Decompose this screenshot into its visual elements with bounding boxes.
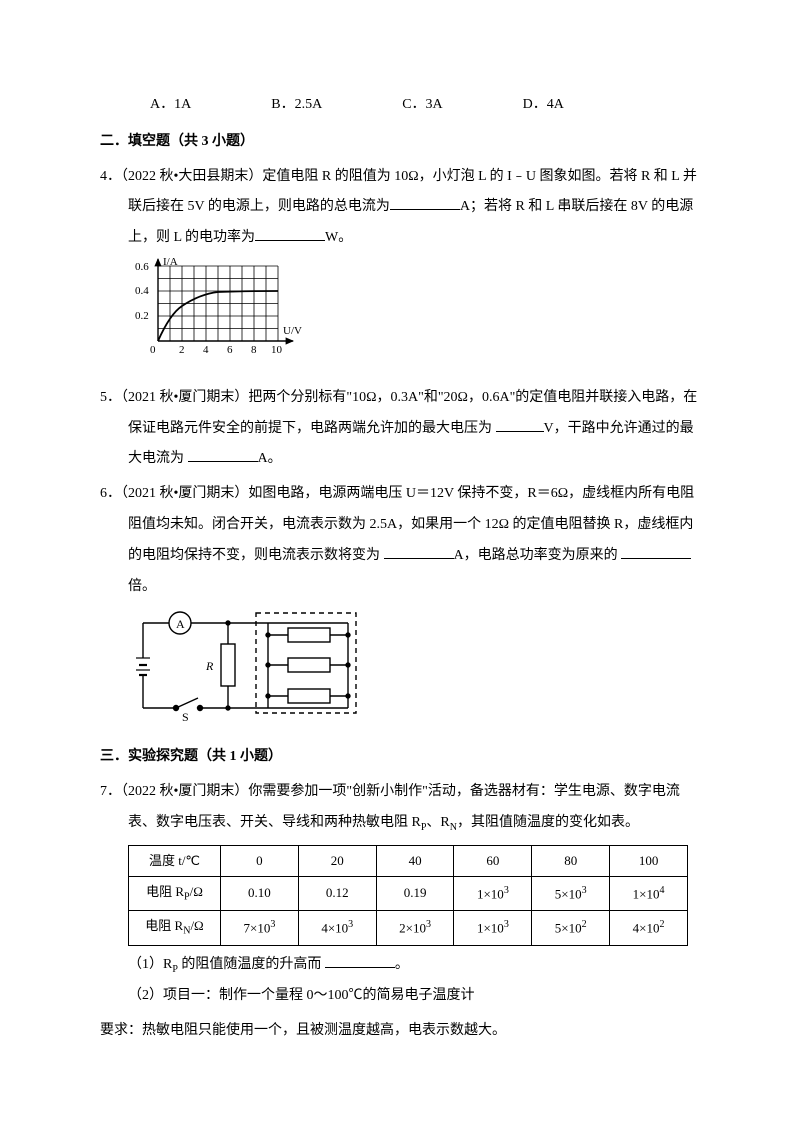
q7-sub-n1: N	[450, 822, 457, 833]
q4-ytick-0: 0.2	[135, 310, 149, 322]
q7-req-text: 要求：热敏电阻只能使用一个，且被测温度越高，电表示数越大。	[100, 1016, 699, 1047]
q6-blank-2	[621, 545, 691, 559]
section3-title: 三．实验探究题（共 1 小题）	[100, 742, 699, 773]
question-5: 5．（2021 秋•厦门期末）把两个分别标有"10Ω，0.3A"和"20Ω，0.…	[100, 383, 699, 475]
question-4: 4．（2022 秋•大田县期末）定值电阻 R 的阻值为 10Ω，小灯泡 L 的 …	[100, 162, 699, 254]
rn-label: 电阻 RN/Ω	[129, 911, 221, 946]
rn-1: 4×103	[298, 911, 376, 946]
rn-3: 1×103	[454, 911, 532, 946]
th-temp: 温度 t/℃	[129, 845, 221, 876]
q7-sub2: （2）项目一：制作一个量程 0～100℃的简易电子温度计	[128, 981, 699, 1012]
option-d: D．4A	[523, 90, 564, 121]
th-c4: 60	[454, 845, 532, 876]
q7-table: 温度 t/℃ 0 20 40 60 80 100 电阻 RP/Ω 0.10 0.…	[128, 845, 688, 946]
q5-text-3: A。	[258, 451, 282, 466]
q7-sub1-b: 的阻值随温度的升高而	[178, 957, 325, 972]
table-row: 电阻 RN/Ω 7×103 4×103 2×103 1×103 5×102 4×…	[129, 911, 688, 946]
rp-2: 0.19	[376, 876, 454, 911]
q5-blank-2	[188, 448, 258, 462]
section2-title: 二．填空题（共 3 小题）	[100, 127, 699, 158]
ammeter-label: A	[176, 617, 185, 631]
q6-circuit: A R S	[128, 608, 699, 736]
question-7: 7．（2022 秋•厦门期末）你需要参加一项"创新小制作"活动，备选器材有：学生…	[100, 777, 699, 839]
q4-xtick-2: 6	[227, 344, 233, 356]
q7-req: 要求：热敏电阻只能使用一个，且被测温度越高，电表示数越大。	[100, 1016, 699, 1047]
th-c3: 40	[376, 845, 454, 876]
th-c6: 100	[610, 845, 688, 876]
rn-2: 2×103	[376, 911, 454, 946]
q4-ytick-1: 0.4	[135, 285, 149, 297]
th-c1: 0	[221, 845, 299, 876]
q7-intro-3: ，其阻值随温度的变化如表。	[457, 815, 639, 830]
rn-5: 4×102	[610, 911, 688, 946]
resistor-label: R	[205, 659, 214, 673]
q6-text-2: A，电路总功率变为原来的	[454, 548, 622, 563]
q4-xtick-3: 8	[251, 344, 257, 356]
table-row: 温度 t/℃ 0 20 40 60 80 100	[129, 845, 688, 876]
q3-options: A．1A B．2.5A C．3A D．4A	[100, 90, 699, 121]
rn-4: 5×102	[532, 911, 610, 946]
rp-5: 1×104	[610, 876, 688, 911]
q4-blank-1	[390, 196, 460, 210]
q4-chart: I/A 0.2 0.4 0.6 0 2 4 6 8 10 U/V	[128, 256, 699, 379]
q7-sub1-blank	[325, 954, 395, 968]
svg-text:0: 0	[150, 344, 156, 356]
option-a: A．1A	[150, 90, 191, 121]
option-c: C．3A	[402, 90, 442, 121]
q4-text-3: W。	[325, 230, 352, 245]
rp-1: 0.12	[298, 876, 376, 911]
table-row: 电阻 RP/Ω 0.10 0.12 0.19 1×103 5×103 1×104	[129, 876, 688, 911]
q4-y-label: I/A	[163, 256, 178, 268]
question-6: 6．（2021 秋•厦门期末）如图电路，电源两端电压 U＝12V 保持不变，R＝…	[100, 479, 699, 602]
rp-label: 电阻 RP/Ω	[129, 876, 221, 911]
th-c5: 80	[532, 845, 610, 876]
q7-intro-2: 、R	[426, 815, 449, 830]
option-b: B．2.5A	[271, 90, 322, 121]
q6-text-3: 倍。	[128, 579, 156, 594]
q4-ytick-2: 0.6	[135, 261, 149, 273]
q6-blank-1	[384, 545, 454, 559]
q4-x-label: U/V	[283, 325, 302, 337]
q4-xtick-0: 2	[179, 344, 185, 356]
rp-4: 5×103	[532, 876, 610, 911]
rn-0: 7×103	[221, 911, 299, 946]
rp-0: 0.10	[221, 876, 299, 911]
q4-blank-2	[255, 227, 325, 241]
q7-sub1: （1）RP 的阻值随温度的升高而 。 （2）项目一：制作一个量程 0～100℃的…	[100, 950, 699, 1012]
th-c2: 20	[298, 845, 376, 876]
q4-xtick-1: 4	[203, 344, 209, 356]
switch-label: S	[182, 710, 189, 723]
q7-sub1-a: （1）R	[128, 957, 172, 972]
q5-blank-1	[496, 418, 544, 432]
q4-xtick-4: 10	[271, 344, 283, 356]
rp-3: 1×103	[454, 876, 532, 911]
q7-sub1-c: 。	[395, 957, 409, 972]
